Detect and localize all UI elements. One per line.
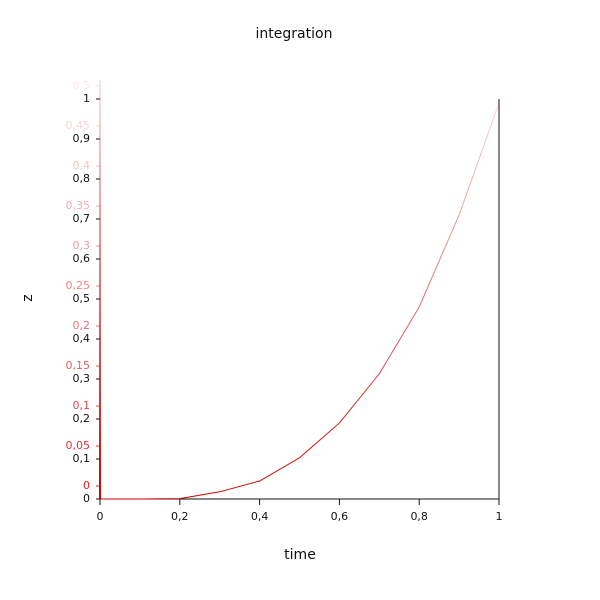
y2-tick-label: 0,05 [66, 439, 91, 452]
y2-tick-label: 0,2 [73, 319, 91, 332]
y2-tick-label: 0,4 [73, 159, 91, 172]
x-tick-label: 0,6 [331, 510, 349, 523]
y2-tick-label: 0,1 [73, 399, 91, 412]
y2-tick-label: 0,25 [66, 279, 91, 292]
y2-tick-label: 0,5 [73, 79, 91, 92]
y2-tick-label: 0,15 [66, 359, 91, 372]
x-tick-label: 0,2 [171, 510, 189, 523]
y-tick-label: 0 [83, 492, 90, 505]
y2-tick-label: 0 [83, 479, 90, 492]
y-tick-label: 1 [83, 92, 90, 105]
x-tick-label: 1 [496, 510, 503, 523]
line-series [100, 102, 500, 500]
y-tick-label: 0,6 [73, 252, 91, 265]
y-tick-label: 0,7 [73, 212, 91, 225]
x-tick-label: 0 [97, 510, 104, 523]
y2-tick-label: 0,45 [66, 119, 91, 132]
y-tick-label: 0,8 [73, 172, 91, 185]
y-tick-label: 0,9 [73, 132, 91, 145]
y-tick-label: 0,2 [73, 412, 91, 425]
y-tick-label: 0,3 [73, 372, 91, 385]
y2-tick-label: 0,35 [66, 199, 91, 212]
y-tick-label: 0,4 [73, 332, 91, 345]
chart-title: integration [256, 26, 333, 42]
y-axis-label: z [20, 294, 36, 301]
x-tick-label: 0,8 [410, 510, 428, 523]
y-tick-label: 0,5 [73, 292, 91, 305]
x-tick-label: 0,4 [251, 510, 269, 523]
y-tick-label: 0,1 [73, 452, 91, 465]
x-axis-label: time [284, 547, 316, 563]
y2-tick-label: 0,3 [73, 239, 91, 252]
